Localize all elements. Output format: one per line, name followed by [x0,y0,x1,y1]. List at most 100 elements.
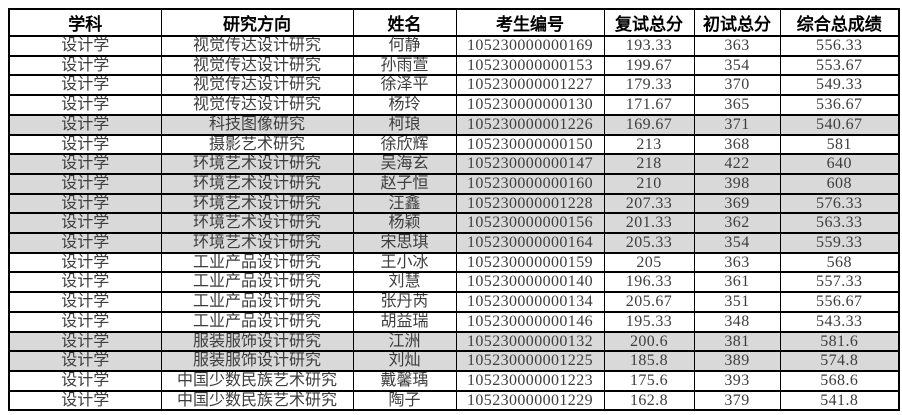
cell-total_score: 556.33 [779,35,900,57]
cell-retest_score: 218 [603,153,695,175]
cell-subject: 设计学 [8,251,162,274]
cell-total_score: 576.33 [779,192,900,215]
cell-retest_score: 201.33 [603,212,695,235]
cell-name: 王小冰 [352,251,457,274]
cell-direction: 视觉传达设计研究 [160,94,354,116]
cell-total_score: 543.33 [779,310,900,333]
cell-initial_score: 354 [693,232,781,254]
cell-total_score: 553.67 [779,54,900,77]
table-row: 设计学 视觉传达设计研究 何静 105230000000169 193.33 363 556… [8,35,900,57]
cell-subject: 设计学 [8,94,162,116]
header-cell-candidate_no: 考生编号 [455,8,605,37]
cell-total_score: 556.67 [779,291,900,313]
cell-initial_score: 361 [693,271,781,294]
cell-initial_score: 422 [693,153,781,175]
cell-initial_score: 393 [693,369,781,392]
cell-total_score: 581 [779,133,900,156]
score-table: 学科 研究方向 姓名 考生编号 复试总分 初试总分 综合总成绩 设计学 视觉传达设计研究 何静 1… [8,8,900,412]
table-row: 设计学 环境艺术设计研究 杨颖 105230000000156 201.33 362 563… [8,212,900,235]
table-row: 设计学 摄影艺术研究 徐欣辉 105230000000150 213 368 581 [8,133,900,156]
table-row: 设计学 工业产品设计研究 张丹芮 105230000000134 205.67 351 55… [8,291,900,313]
table-row: 设计学 服装服饰设计研究 刘灿 105230000001225 185.8 389 574.… [8,350,900,372]
cell-initial_score: 398 [693,172,781,195]
cell-retest_score: 195.33 [603,310,695,333]
cell-candidate_no: 105230000001226 [455,113,605,136]
cell-retest_score: 185.8 [603,350,695,372]
cell-retest_score: 162.8 [603,389,695,412]
cell-name: 孙雨萱 [352,54,457,77]
header-cell-initial_score: 初试总分 [693,8,781,37]
cell-direction: 服装服饰设计研究 [160,330,354,353]
cell-subject: 设计学 [8,330,162,353]
header-cell-subject: 学科 [8,8,162,37]
cell-direction: 视觉传达设计研究 [160,54,354,77]
cell-total_score: 541.8 [779,389,900,412]
cell-initial_score: 363 [693,35,781,57]
header-cell-retest_score: 复试总分 [603,8,695,37]
table-row: 设计学 环境艺术设计研究 宋思琪 105230000000164 205.33 354 55… [8,232,900,254]
cell-subject: 设计学 [8,113,162,136]
cell-candidate_no: 105230000000156 [455,212,605,235]
cell-direction: 中国少数民族艺术研究 [160,389,354,412]
cell-total_score: 640 [779,153,900,175]
cell-name: 吴海玄 [352,153,457,175]
table-row: 设计学 工业产品设计研究 王小冰 105230000000159 205 363 568 [8,251,900,274]
table-row: 设计学 视觉传达设计研究 杨玲 105230000000130 171.67 365 536… [8,94,900,116]
cell-retest_score: 207.33 [603,192,695,215]
cell-direction: 环境艺术设计研究 [160,192,354,215]
header-cell-direction: 研究方向 [160,8,354,37]
cell-direction: 服装服饰设计研究 [160,350,354,372]
cell-subject: 设计学 [8,232,162,254]
cell-direction: 工业产品设计研究 [160,251,354,274]
cell-subject: 设计学 [8,350,162,372]
cell-total_score: 568.6 [779,369,900,392]
cell-name: 胡益瑞 [352,310,457,333]
cell-subject: 设计学 [8,54,162,77]
cell-initial_score: 351 [693,291,781,313]
cell-subject: 设计学 [8,172,162,195]
table-row: 设计学 环境艺术设计研究 汪鑫 105230000001228 207.33 369 576… [8,192,900,215]
cell-subject: 设计学 [8,389,162,412]
table-row: 设计学 工业产品设计研究 刘慧 105230000000140 196.33 361 557… [8,271,900,294]
cell-initial_score: 363 [693,251,781,274]
cell-retest_score: 205 [603,251,695,274]
cell-initial_score: 371 [693,113,781,136]
cell-total_score: 557.33 [779,271,900,294]
cell-direction: 中国少数民族艺术研究 [160,369,354,392]
cell-name: 徐泽平 [352,74,457,97]
cell-name: 江洲 [352,330,457,353]
cell-initial_score: 368 [693,133,781,156]
cell-retest_score: 175.6 [603,369,695,392]
cell-name: 刘慧 [352,271,457,294]
table-row: 设计学 中国少数民族艺术研究 陶子 105230000001229 162.8 379 54… [8,389,900,412]
cell-candidate_no: 105230000001223 [455,369,605,392]
cell-total_score: 574.8 [779,350,900,372]
cell-initial_score: 379 [693,389,781,412]
cell-name: 徐欣辉 [352,133,457,156]
cell-retest_score: 169.67 [603,113,695,136]
cell-subject: 设计学 [8,369,162,392]
cell-direction: 工业产品设计研究 [160,271,354,294]
cell-retest_score: 205.33 [603,232,695,254]
cell-direction: 工业产品设计研究 [160,291,354,313]
cell-subject: 设计学 [8,212,162,235]
cell-retest_score: 196.33 [603,271,695,294]
cell-name: 何静 [352,35,457,57]
cell-subject: 设计学 [8,291,162,313]
cell-candidate_no: 105230000001225 [455,350,605,372]
cell-retest_score: 199.67 [603,54,695,77]
cell-candidate_no: 105230000001228 [455,192,605,215]
cell-subject: 设计学 [8,271,162,294]
table-row: 设计学 中国少数民族艺术研究 戴馨瑀 105230000001223 175.6 393 5… [8,369,900,392]
cell-name: 戴馨瑀 [352,369,457,392]
header-cell-total_score: 综合总成绩 [779,8,900,37]
table-row: 设计学 服装服饰设计研究 江洲 105230000000132 200.6 381 581.… [8,330,900,353]
cell-retest_score: 193.33 [603,35,695,57]
cell-retest_score: 205.67 [603,291,695,313]
cell-direction: 环境艺术设计研究 [160,172,354,195]
cell-direction: 环境艺术设计研究 [160,153,354,175]
cell-candidate_no: 105230000000134 [455,291,605,313]
cell-total_score: 559.33 [779,232,900,254]
cell-total_score: 549.33 [779,74,900,97]
cell-direction: 摄影艺术研究 [160,133,354,156]
